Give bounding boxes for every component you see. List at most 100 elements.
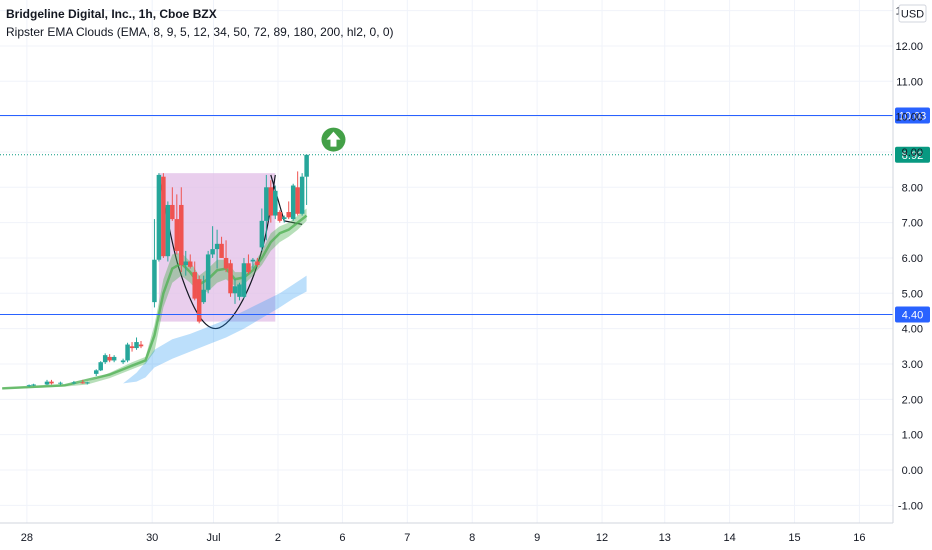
candle-body	[111, 356, 117, 361]
price-tick-label: 9.00	[902, 147, 923, 159]
candle	[44, 379, 50, 386]
candle	[241, 257, 247, 299]
candle	[138, 341, 144, 349]
candle-body	[152, 259, 157, 303]
candle-body	[281, 217, 287, 220]
ema-cloud-1	[123, 275, 307, 384]
time-tick-label: 8	[469, 532, 475, 544]
price-tick-label: 5.00	[902, 288, 923, 300]
candle-body	[129, 346, 135, 349]
candle-body	[210, 249, 215, 255]
time-tick-label: 30	[146, 532, 158, 544]
candle	[259, 208, 265, 251]
candle-body	[165, 204, 171, 257]
candle-body	[264, 187, 269, 221]
candle-body	[93, 370, 99, 374]
price-axis[interactable]: 13.0012.0011.0010.009.008.007.006.005.00…	[895, 6, 923, 513]
currency-label[interactable]: USD	[898, 4, 927, 23]
candle-body	[85, 382, 90, 384]
indicator-legend[interactable]: Ripster EMA Clouds (EMA, 8, 9, 5, 12, 34…	[6, 25, 394, 39]
candle-body	[196, 279, 202, 322]
candles	[26, 154, 309, 387]
price-tick-label: -1.00	[898, 500, 923, 512]
candle-body	[273, 190, 278, 216]
candle-body	[44, 381, 50, 385]
price-line-label-bg	[895, 146, 930, 163]
candle-body	[232, 286, 238, 294]
candle	[80, 379, 86, 384]
candle	[219, 236, 224, 258]
candle-body	[223, 257, 229, 269]
candle-body	[174, 219, 180, 251]
candle-body	[192, 272, 197, 299]
time-tick-label: 12	[596, 532, 608, 544]
candle	[255, 257, 260, 267]
candle	[98, 361, 103, 372]
price-line-label-bg	[895, 306, 930, 323]
candle	[31, 383, 36, 387]
candle-body	[156, 174, 162, 260]
price-tick-label: 6.00	[902, 253, 923, 265]
up-arrow-icon	[321, 127, 346, 152]
time-axis[interactable]: 28 30 Jul 2 6 7 8 9 12 13 14 15 16	[21, 532, 866, 544]
candle-body	[49, 381, 54, 384]
candle-body	[120, 360, 126, 363]
price-line-label: 8.92	[902, 150, 923, 162]
candle-body	[214, 243, 220, 250]
time-tick-label: 14	[723, 532, 735, 544]
candle-body	[161, 176, 166, 257]
candle	[304, 154, 309, 205]
candle-body	[201, 289, 206, 303]
candle-body	[255, 261, 260, 266]
candle	[107, 354, 112, 363]
candle-body	[98, 362, 103, 371]
candle	[290, 183, 296, 221]
horizontal-lines[interactable]: 10.03 4.40 8.92	[0, 107, 930, 323]
price-tick-label: 4.00	[902, 324, 923, 336]
candle-body	[80, 382, 86, 384]
candle-body	[237, 284, 242, 297]
candle-body	[241, 263, 247, 297]
candle	[268, 180, 274, 223]
time-tick-label: 28	[21, 532, 33, 544]
candle-body	[31, 384, 36, 386]
time-tick-label: 2	[275, 532, 281, 544]
candle	[134, 337, 139, 350]
candle	[281, 215, 287, 223]
time-tick-label: Jul	[206, 532, 220, 544]
candle	[299, 173, 305, 216]
price-tick-label: 8.00	[902, 182, 923, 194]
candle-body	[102, 355, 108, 363]
price-tick-label: 0.00	[902, 465, 923, 477]
up-arrow-shape	[326, 131, 341, 147]
candle-body	[26, 385, 32, 387]
candle	[295, 171, 300, 216]
candle	[156, 173, 162, 262]
candle-body	[250, 259, 256, 262]
candle	[210, 226, 215, 258]
candle	[183, 250, 189, 276]
candle	[232, 279, 238, 304]
candle	[228, 259, 233, 297]
candle	[237, 282, 242, 301]
candle-body	[304, 154, 309, 177]
price-tick-label: 12.00	[895, 41, 923, 53]
candle-body	[183, 261, 189, 266]
candle	[264, 174, 269, 241]
candle-body	[219, 243, 224, 258]
candle	[102, 353, 108, 364]
price-line-label-bg	[895, 107, 930, 124]
candle-body	[179, 204, 184, 266]
candle	[71, 380, 77, 385]
candle	[201, 275, 206, 304]
candle-body	[71, 382, 77, 384]
price-line-label: 4.40	[902, 310, 923, 322]
time-tick-label: 16	[853, 532, 865, 544]
price-line-label: 10.03	[899, 111, 927, 123]
time-tick-label: 6	[339, 532, 345, 544]
candle	[152, 219, 157, 308]
candle-body	[107, 356, 112, 361]
candle	[246, 254, 251, 274]
candle-body	[138, 344, 144, 347]
